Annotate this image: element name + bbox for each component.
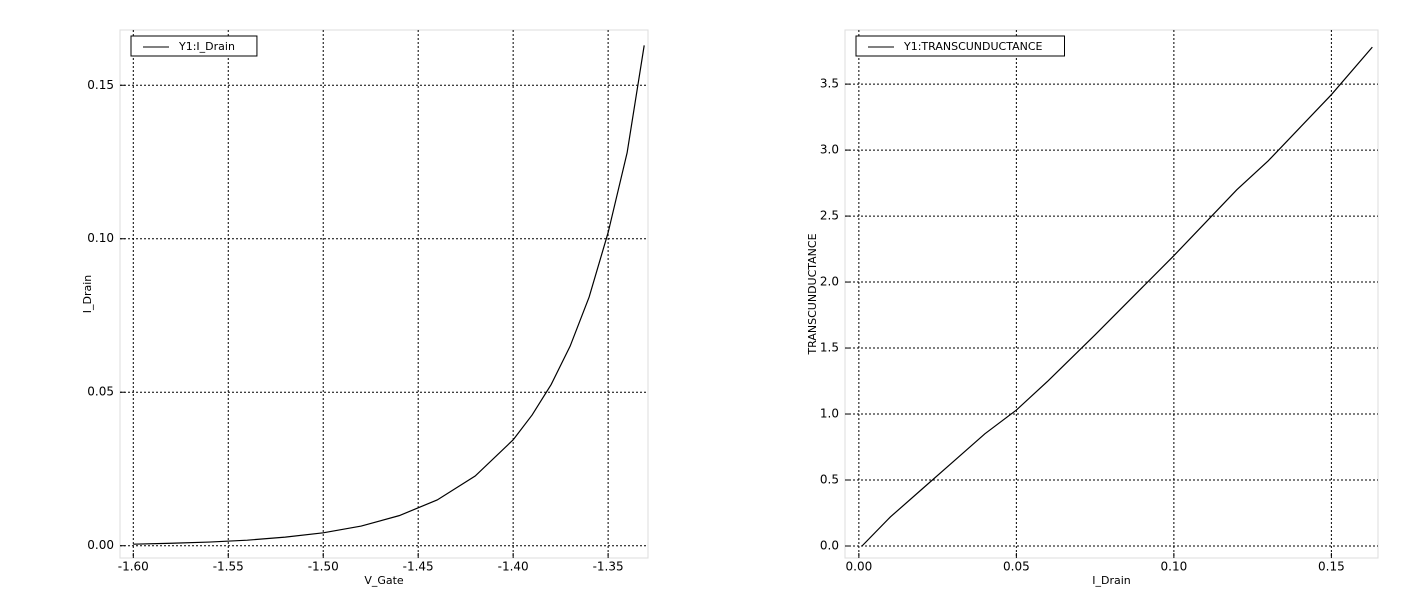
x-tick-label: -1.60 — [118, 560, 149, 574]
legend-box — [855, 35, 1065, 57]
x-tick-label: 0.15 — [1318, 560, 1345, 574]
y-tick-label: 3.5 — [820, 77, 839, 91]
y-tick-label: 0.0 — [820, 538, 839, 552]
x-tick-label: 0.05 — [1003, 560, 1030, 574]
x-axis-label: I_Drain — [1092, 574, 1131, 587]
y-tick-label: 1.5 — [820, 341, 839, 355]
y-tick-label: 2.0 — [820, 275, 839, 289]
legend-box — [130, 35, 258, 57]
y-tick-label: 0.10 — [87, 231, 114, 245]
plot-frame — [844, 29, 1379, 559]
x-axis-label: V_Gate — [364, 574, 404, 587]
y-axis-label: TRANSCUNDUCTANCE — [806, 233, 819, 355]
x-tick-label: -1.50 — [308, 560, 339, 574]
x-tick-label: -1.35 — [593, 560, 624, 574]
data-line — [133, 45, 645, 545]
y-tick-label: 0.00 — [87, 538, 114, 552]
y-tick-label: 0.5 — [820, 473, 839, 487]
plot-frame — [119, 29, 649, 559]
legend-label: Y1:TRANSCUNDUCTANCE — [903, 40, 1043, 53]
y-axis-label: I_Drain — [81, 275, 94, 314]
y-tick-label: 0.15 — [87, 78, 114, 92]
legend-label: Y1:I_Drain — [178, 40, 235, 53]
data-line — [861, 46, 1373, 547]
y-tick-label: 2.5 — [820, 209, 839, 223]
y-tick-label: 0.05 — [87, 385, 114, 399]
x-tick-label: 0.00 — [846, 560, 873, 574]
x-tick-label: -1.45 — [403, 560, 434, 574]
y-tick-label: 3.0 — [820, 143, 839, 157]
y-tick-label: 1.0 — [820, 407, 839, 421]
x-tick-label: 0.10 — [1161, 560, 1188, 574]
x-tick-label: -1.40 — [498, 560, 529, 574]
x-tick-label: -1.55 — [213, 560, 244, 574]
